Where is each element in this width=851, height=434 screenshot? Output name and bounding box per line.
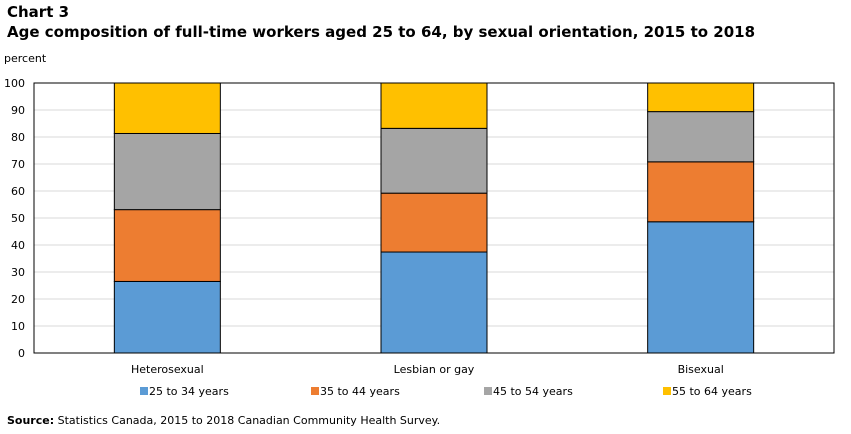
bar-segment-lesbian-or-gay-1 [380,251,488,354]
legend-swatch-25-34 [140,387,148,395]
y-tick-label: 30 [11,266,25,279]
y-tick-label: 80 [11,131,25,144]
bar-segment-bisexual-4 [647,82,755,113]
x-tick-label: Bisexual [678,363,724,376]
bar-segment-heterosexual-2 [113,209,221,282]
source-note: Source: Statistics Canada, 2015 to 2018 … [7,414,440,427]
legend: 25 to 34 years 35 to 44 years 45 to 54 y… [0,385,851,401]
legend-swatch-35-44 [311,387,319,395]
source-label: Source: [7,414,55,427]
legend-item-55-64: 55 to 64 years [663,385,752,398]
bar-segment-heterosexual-3 [113,132,221,211]
y-axis-label: percent [4,52,47,65]
legend-label-45-54: 45 to 54 years [493,385,573,398]
legend-item-25-34: 25 to 34 years [140,385,229,398]
bar-segment-lesbian-or-gay-2 [380,192,488,253]
y-tick-label: 100 [4,77,25,90]
y-tick-label: 10 [11,320,25,333]
legend-item-45-54: 45 to 54 years [484,385,573,398]
bar-segment-lesbian-or-gay-3 [380,127,488,194]
legend-label-35-44: 35 to 44 years [320,385,400,398]
legend-swatch-45-54 [484,387,492,395]
bar-segment-heterosexual-1 [113,280,221,354]
y-tick-label: 20 [11,293,25,306]
y-tick-label: 90 [11,104,25,117]
legend-label-55-64: 55 to 64 years [672,385,752,398]
source-text: Statistics Canada, 2015 to 2018 Canadian… [54,414,441,427]
chart-number: Chart 3 [7,3,70,21]
bar-segment-bisexual-2 [647,161,755,223]
x-tick-label: Heterosexual [131,363,204,376]
bar-segment-bisexual-3 [647,111,755,163]
legend-item-35-44: 35 to 44 years [311,385,400,398]
y-tick-label: 60 [11,185,25,198]
legend-label-25-34: 25 to 34 years [149,385,229,398]
bar-segment-heterosexual-4 [113,82,221,134]
y-tick-label: 40 [11,239,25,252]
x-tick-label: Lesbian or gay [394,363,475,376]
y-tick-label: 50 [11,212,25,225]
bar-segment-bisexual-1 [647,221,755,354]
y-tick-label: 0 [18,347,25,360]
legend-swatch-55-64 [663,387,671,395]
bar-segment-lesbian-or-gay-4 [380,82,488,129]
stacked-bar-chart: 0 10 20 30 40 50 60 70 80 90 100 Heterosexual Lesbia… [4,77,835,376]
y-tick-label: 70 [11,158,25,171]
chart-title: Age composition of full-time workers age… [7,23,756,41]
